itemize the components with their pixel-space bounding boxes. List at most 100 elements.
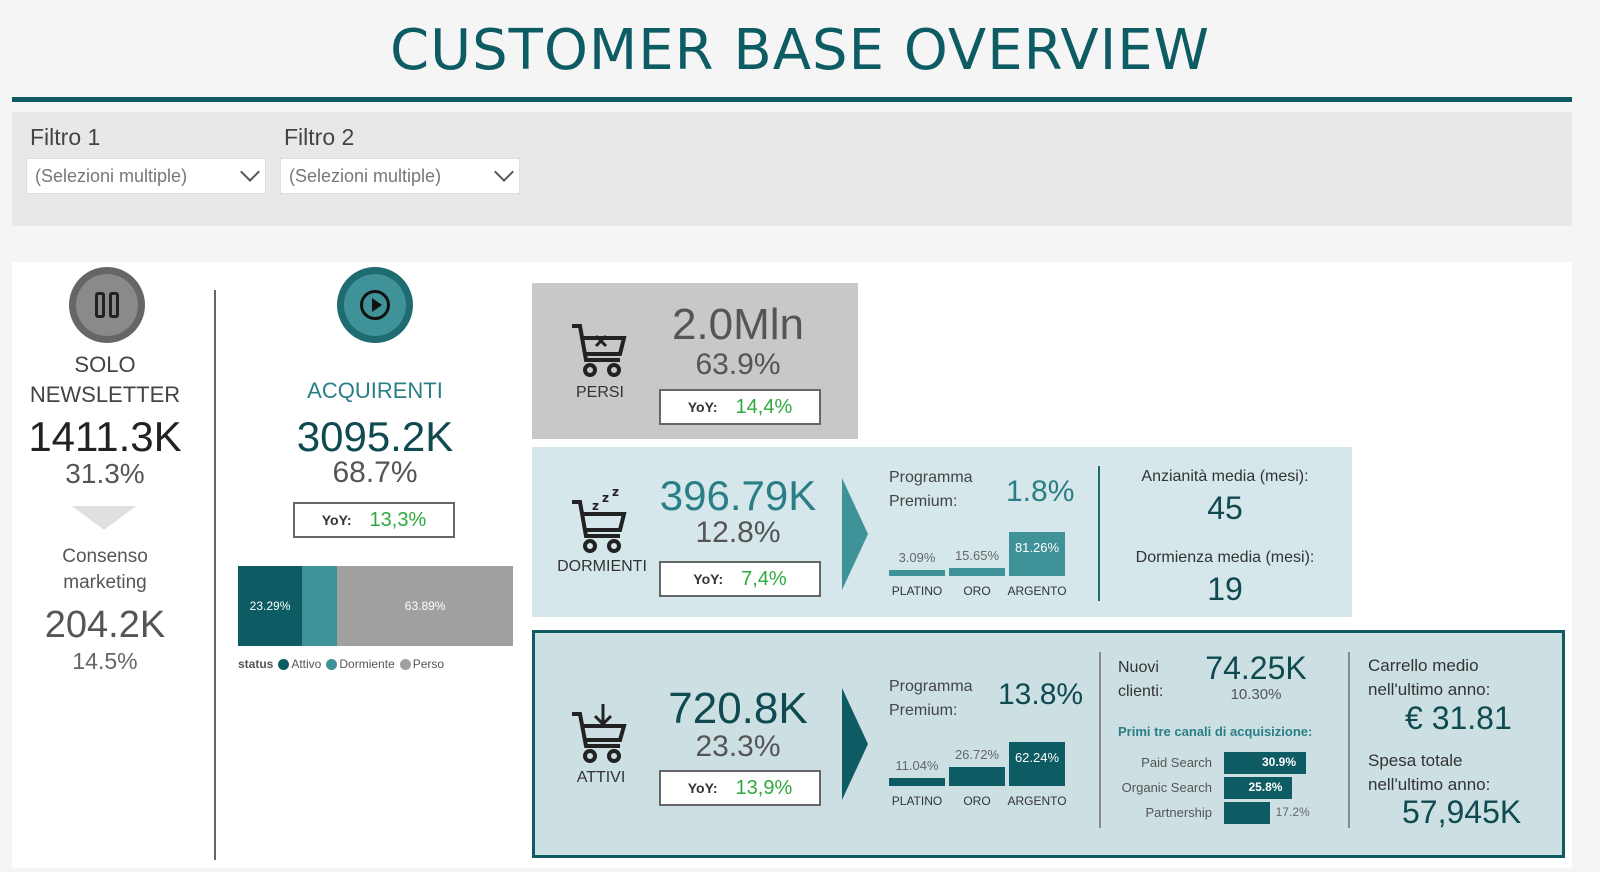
dormienti-tier-value-oro: 15.65%: [954, 547, 1000, 563]
svg-text:z: z: [612, 488, 619, 499]
attivi-value: 720.8K: [668, 684, 808, 733]
dormienti-yoy: YoY: 7,4%: [659, 561, 821, 597]
persi-value: 2.0Mln: [671, 300, 805, 349]
legend-dot: [399, 658, 411, 670]
chevron-right-icon: [842, 688, 868, 800]
canale-name: Partnership: [1145, 805, 1212, 820]
status-stacked-bar: 23.29% 63.89%: [238, 566, 513, 646]
persi-label: PERSI: [575, 384, 624, 401]
spesa-value: 57,945K: [1402, 794, 1522, 830]
dormienti-tier-bar-argento: [1009, 532, 1065, 576]
legend-dot: [278, 658, 290, 670]
persi-pct: 63.9%: [695, 348, 781, 381]
filter-2-dropdown[interactable]: (Selezioni multiple): [280, 158, 520, 194]
canali-bar-chart: Paid Search 30.9% Organic Search 25.8% Partn…: [1100, 752, 1330, 828]
dormienti-tier-bar-platino: [889, 570, 945, 576]
filter-2-label: Filtro 2: [284, 124, 355, 150]
dormienti-premium-value: 1.8%: [1006, 475, 1075, 508]
card-divider: [1099, 652, 1101, 828]
consenso-label: Consenso marketing: [62, 546, 148, 593]
dormienti-label: DORMIENTI: [557, 558, 647, 575]
yoy-label: YoY:: [687, 780, 718, 796]
attivi-premium-value: 13.8%: [998, 678, 1084, 711]
dormienti-tier-value-argento: 81.26%: [1014, 540, 1060, 555]
canale-name: Organic Search: [1121, 780, 1212, 795]
nuovi-clienti-pct: 10.30%: [1230, 686, 1282, 703]
legend-label: Dormiente: [339, 657, 395, 671]
yoy-label: YoY:: [687, 399, 718, 415]
cart-x-icon: [568, 320, 628, 385]
acquirenti-value: 3095.2K: [296, 413, 454, 460]
anzianita-value: 45: [1207, 490, 1243, 526]
dormienti-tier-name-argento: ARGENTO: [1007, 584, 1067, 598]
filter-1-label: Filtro 1: [30, 124, 101, 150]
yoy-value: 13,9%: [735, 776, 793, 799]
legend-item-dormiente: Dormiente: [326, 657, 395, 671]
legend-label: Perso: [412, 657, 445, 671]
filter-bar: [12, 112, 1572, 226]
attivi-tier-value-argento: 62.24%: [1014, 750, 1060, 765]
dormienti-value: 396.79K: [659, 472, 817, 519]
attivi-tier-name-oro: ORO: [963, 794, 991, 808]
title-underline: [12, 97, 1572, 102]
legend-title: status: [238, 657, 274, 671]
yoy-value: 14,4%: [735, 395, 793, 418]
column-divider: [214, 290, 216, 860]
filter-1-dropdown[interactable]: (Selezioni multiple): [26, 158, 266, 194]
attivi-tier-bar-oro: [949, 767, 1005, 786]
attivi-premium-label: Programma Premium:: [889, 678, 973, 719]
acquirenti-yoy: YoY: 13,3%: [293, 502, 455, 538]
carrello-value: € 31.81: [1405, 700, 1512, 736]
canale-bar: [1224, 802, 1270, 824]
solo-newsletter-value: 1411.3K: [28, 413, 182, 460]
dormienti-pct: 12.8%: [695, 516, 781, 549]
attivi-tier-bar-argento: [1009, 742, 1065, 786]
carrello-label: Carrello medio nell'ultimo anno:: [1368, 656, 1491, 699]
play-icon: [337, 267, 413, 343]
yoy-label: YoY:: [693, 571, 724, 587]
dormienti-tier-value-platino: 3.09%: [898, 550, 936, 565]
attivi-tier-chart: 11.04% PLATINO 26.72% ORO 62.24% ARGENTO: [889, 734, 1074, 818]
cart-download-icon: [568, 700, 628, 771]
dormienti-tier-chart: 3.09% PLATINO 15.65% ORO 81.26% ARGENTO: [889, 524, 1074, 608]
attivi-yoy: YoY: 13,9%: [659, 770, 821, 806]
dormienti-tier-bar-oro: [949, 567, 1005, 576]
spesa-label: Spesa totale nell'ultimo anno:: [1368, 751, 1491, 794]
status-bar-label: 63.89%: [404, 599, 446, 613]
status-bar-segment-dormiente: [302, 566, 338, 646]
status-bar-segment-attivo: 23.29%: [238, 566, 303, 646]
consenso-pct: 14.5%: [72, 648, 138, 674]
canale-value: 17.2%: [1275, 805, 1310, 819]
attivi-tier-bar-platino: [889, 778, 945, 786]
filter-1-value: (Selezioni multiple): [35, 165, 188, 186]
canale-value: 25.8%: [1248, 780, 1283, 794]
attivi-tier-name-argento: ARGENTO: [1007, 794, 1067, 808]
card-divider: [1348, 652, 1350, 828]
dormienza-label: Dormienza media (mesi):: [1135, 549, 1315, 566]
dormienti-tier-name-oro: ORO: [963, 584, 991, 598]
attivi-pct: 23.3%: [695, 730, 781, 763]
canale-value: 30.9%: [1262, 755, 1297, 769]
dormienti-tier-name-platino: PLATINO: [891, 584, 943, 598]
canale-bar: [1224, 752, 1306, 774]
legend-item-perso: Perso: [399, 657, 445, 671]
anzianita-label: Anzianità media (mesi):: [1141, 468, 1309, 485]
status-legend: status Attivo Dormiente Perso: [238, 657, 444, 671]
card-divider: [1098, 466, 1100, 601]
filter-2-value: (Selezioni multiple): [289, 165, 442, 186]
svg-text:z: z: [602, 491, 609, 505]
canali-title: Primi tre canali di acquisizione:: [1118, 724, 1313, 739]
chevron-down-icon: [494, 162, 514, 182]
solo-newsletter-label: SOLO NEWSLETTER: [29, 352, 181, 407]
yoy-value: 13,3%: [369, 508, 427, 531]
legend-item-attivo: Attivo: [278, 657, 321, 671]
attivi-tier-name-platino: PLATINO: [891, 794, 943, 808]
pause-icon: [69, 267, 145, 343]
attivi-tier-value-oro: 26.72%: [954, 747, 1000, 763]
dormienza-value: 19: [1207, 571, 1243, 607]
down-triangle-icon: [72, 506, 136, 530]
status-bar-label: 23.29%: [249, 599, 291, 613]
nuovi-clienti-label: Nuovi clienti:: [1118, 659, 1164, 700]
yoy-label: YoY:: [321, 512, 352, 528]
